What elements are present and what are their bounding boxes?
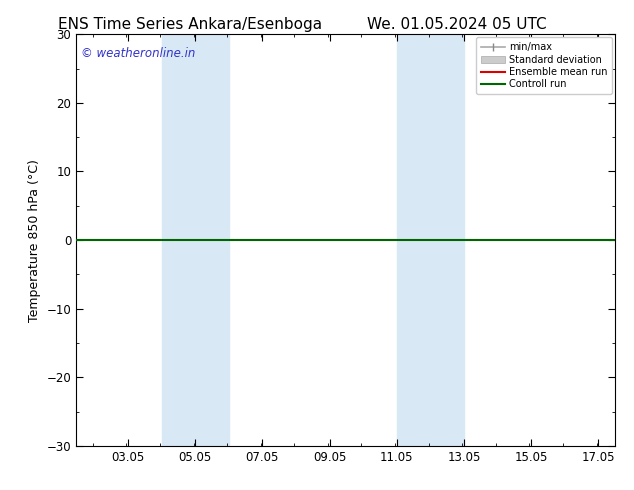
Bar [397, 34, 464, 446]
Text: ENS Time Series Ankara/Esenboga: ENS Time Series Ankara/Esenboga [58, 17, 322, 32]
Text: We. 01.05.2024 05 UTC: We. 01.05.2024 05 UTC [366, 17, 547, 32]
Legend: min/max, Standard deviation, Ensemble mean run, Controll run: min/max, Standard deviation, Ensemble me… [476, 37, 612, 94]
Bar [162, 34, 229, 446]
Y-axis label: Temperature 850 hPa (°C): Temperature 850 hPa (°C) [28, 159, 41, 321]
Text: © weatheronline.in: © weatheronline.in [81, 47, 196, 60]
